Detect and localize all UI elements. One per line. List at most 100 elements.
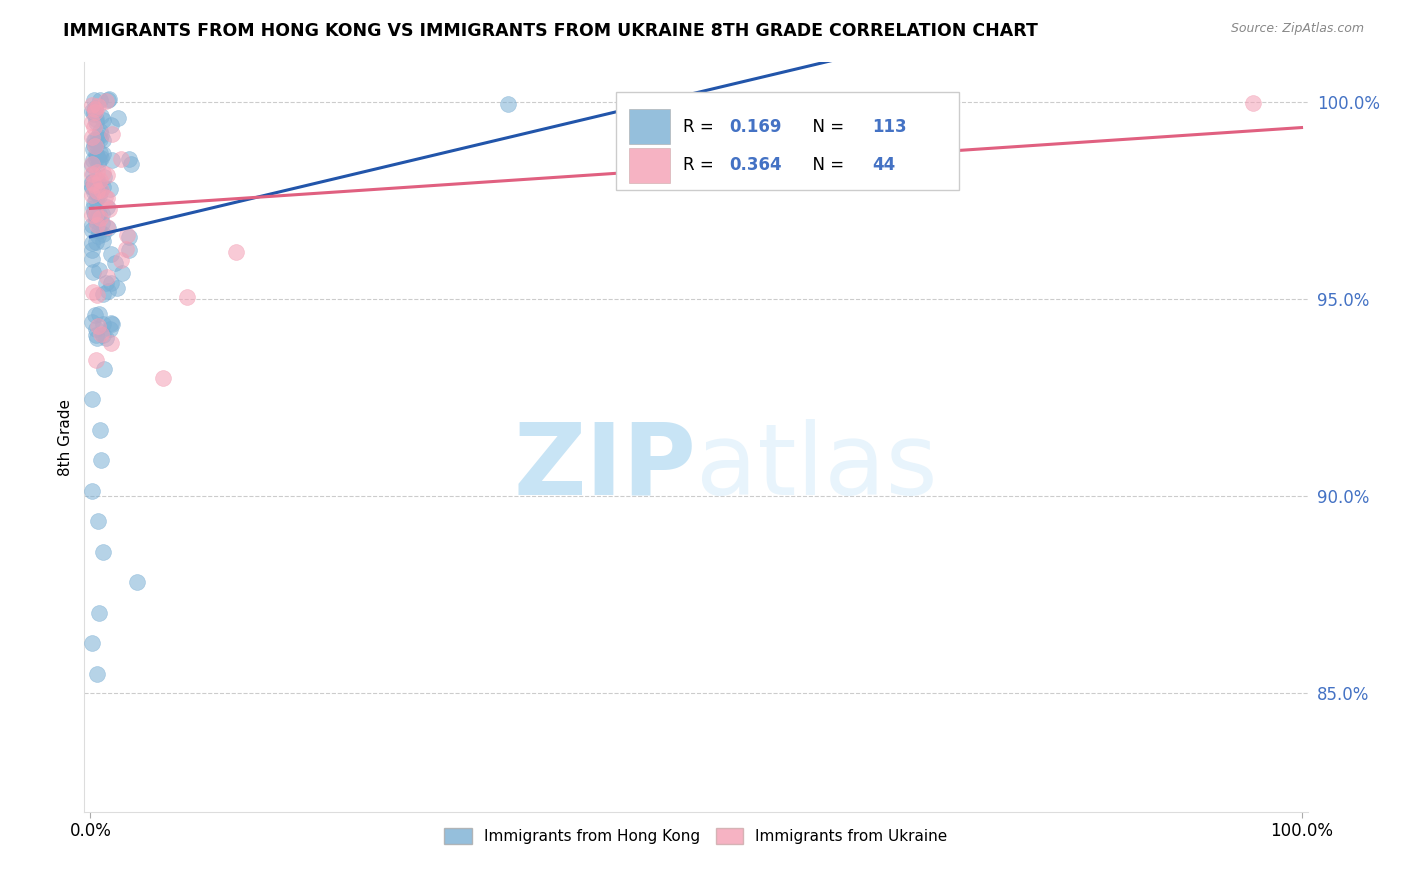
Point (80, 175, 103, 189)
Point (91, 165, 114, 179)
Point (84, 112, 107, 127)
Point (82, 179, 104, 194)
Point (89, 211, 111, 225)
Point (82, 265, 104, 279)
Point (83, 178, 105, 192)
Point (100, 118, 122, 132)
Point (89, 124, 111, 138)
Point (86, 208, 108, 222)
Point (84, 133, 107, 147)
Point (176, 290, 198, 304)
Point (80, 483, 103, 498)
Point (80, 180, 103, 194)
Point (84, 214, 107, 228)
Point (86, 175, 108, 189)
Point (80, 188, 103, 202)
Point (80, 252, 103, 267)
Point (93, 112, 115, 127)
Text: Source: ZipAtlas.com: Source: ZipAtlas.com (1230, 22, 1364, 36)
Point (117, 229, 139, 244)
FancyBboxPatch shape (628, 110, 671, 144)
Point (98, 322, 121, 336)
Point (87, 262, 110, 277)
Point (84, 114, 107, 128)
Point (83, 205, 105, 219)
Point (91, 147, 114, 161)
Point (82, 201, 104, 215)
Point (117, 244, 139, 258)
Point (87, 174, 110, 188)
Point (83, 133, 105, 147)
Point (152, 371, 174, 385)
Point (87, 129, 110, 144)
Point (89, 224, 111, 238)
Point (86, 514, 108, 528)
Point (97, 93, 120, 107)
Text: N =: N = (803, 156, 849, 175)
Point (87, 186, 110, 201)
Point (1241, 95, 1264, 110)
Point (86, 176, 108, 190)
Point (80, 636, 103, 650)
Point (86, 288, 108, 302)
Point (96, 270, 118, 285)
Point (83, 105, 105, 120)
Point (121, 157, 143, 171)
Point (98, 182, 121, 196)
Point (80, 315, 103, 329)
Point (86, 327, 108, 342)
FancyBboxPatch shape (628, 148, 671, 183)
Point (82, 114, 104, 128)
Point (80, 392, 103, 407)
Point (90, 207, 112, 221)
Point (94, 190, 117, 204)
Point (91, 545, 114, 559)
Point (98, 202, 121, 217)
Point (87, 207, 110, 221)
Point (91, 317, 114, 331)
Point (91, 227, 114, 241)
Point (82, 167, 104, 181)
Point (86, 331, 108, 345)
Point (84, 235, 107, 250)
Point (96, 200, 118, 214)
Point (84, 101, 107, 115)
Y-axis label: 8th Grade: 8th Grade (58, 399, 73, 475)
Point (86, 211, 108, 225)
Point (87, 153, 110, 168)
Point (84, 308, 107, 322)
Point (93, 169, 115, 184)
Point (100, 316, 122, 330)
Point (87, 307, 110, 321)
Point (82, 174, 104, 188)
Point (496, 96, 519, 111)
Point (89, 173, 111, 187)
Point (91, 235, 114, 249)
Text: 0.364: 0.364 (728, 156, 782, 175)
Point (115, 228, 138, 243)
Point (83, 195, 105, 210)
Point (101, 153, 124, 167)
Point (84, 147, 107, 161)
Point (100, 336, 122, 351)
Point (83, 104, 105, 119)
Point (96, 276, 118, 290)
Text: R =: R = (682, 156, 718, 175)
Text: R =: R = (682, 118, 718, 136)
Legend: Immigrants from Hong Kong, Immigrants from Ukraine: Immigrants from Hong Kong, Immigrants fr… (439, 822, 953, 851)
Point (86, 165, 108, 179)
Text: 113: 113 (872, 118, 907, 136)
Point (86, 219, 108, 233)
Text: 0.169: 0.169 (728, 118, 782, 136)
Point (91, 179, 114, 194)
Point (101, 127, 124, 141)
Text: ZIP: ZIP (513, 418, 696, 516)
Point (97, 221, 120, 235)
Point (90, 183, 112, 197)
Point (96, 191, 118, 205)
Point (84, 136, 107, 151)
Point (97, 285, 120, 299)
Point (114, 242, 136, 256)
Point (225, 244, 247, 259)
Point (83, 208, 105, 222)
